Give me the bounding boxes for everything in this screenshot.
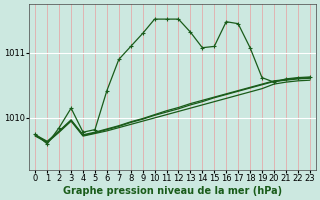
- X-axis label: Graphe pression niveau de la mer (hPa): Graphe pression niveau de la mer (hPa): [63, 186, 282, 196]
